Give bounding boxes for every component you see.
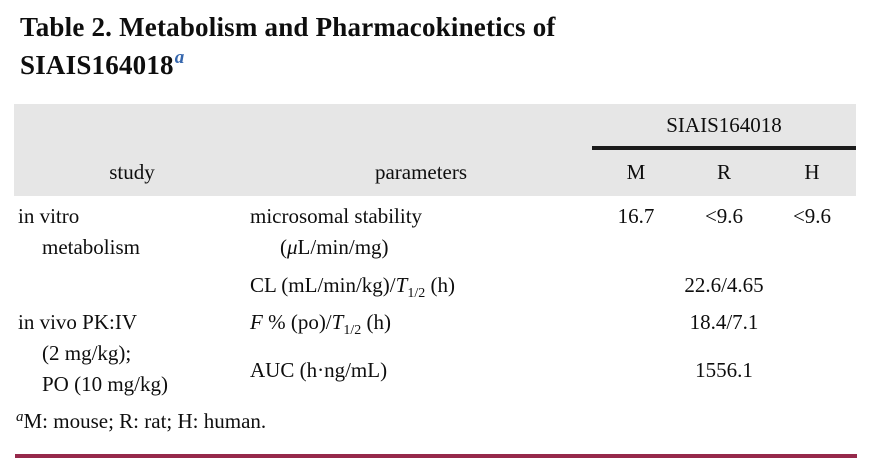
- parameter-cell: F % (po)/T1/2 (h): [250, 307, 592, 355]
- footnote-text: M: mouse; R: rat; H: human.: [23, 409, 267, 433]
- parameter-cell: microsomal stability (μL/min/mg): [250, 201, 592, 263]
- compound-name: SIAIS164018: [20, 50, 174, 80]
- study-text: PO (10 mg/kg): [42, 372, 168, 396]
- study-text: in vivo PK:IV: [18, 310, 138, 334]
- table-body: in vitro metabolism microsomal stability…: [14, 196, 856, 400]
- value-rat: <9.6: [704, 204, 744, 228]
- parameter-text: (h): [361, 310, 391, 334]
- table-row: CL (mL/min/kg)/T1/2 (h) 22.6/4.65: [14, 263, 856, 304]
- column-header-human: H: [804, 160, 820, 184]
- value-human: <9.6: [792, 204, 832, 228]
- parameter-cell: AUC (h·ng/mL): [250, 358, 388, 382]
- pharmacokinetics-table: SIAIS164018 study parameters M R H in vi…: [14, 104, 856, 400]
- column-header-rat: R: [716, 160, 731, 184]
- table-row: in vivo PK:IV (2 mg/kg); PO (10 mg/kg) F…: [14, 304, 856, 400]
- table-row: in vitro metabolism microsomal stability…: [14, 196, 856, 263]
- footnote-superscript: a: [16, 409, 24, 425]
- study-text: (2 mg/kg);: [42, 341, 132, 365]
- value-merged: 18.4/7.1: [689, 310, 759, 334]
- value-merged: 1556.1: [695, 358, 753, 382]
- study-text: metabolism: [42, 235, 140, 259]
- parameter-cell: CL (mL/min/kg)/T1/2 (h): [250, 270, 592, 304]
- study-cell: in vivo PK:IV (2 mg/kg); PO (10 mg/kg): [14, 307, 250, 400]
- value-mouse: 16.7: [617, 204, 655, 228]
- parameter-unit-part: (: [280, 235, 287, 259]
- half-life-subscript: 1/2: [407, 286, 426, 301]
- table-header-labels-row: study parameters M R H: [14, 150, 856, 196]
- column-header-parameters: parameters: [374, 160, 468, 184]
- parameter-text: CL (mL/min/kg)/: [250, 273, 396, 297]
- half-life-symbol: T: [395, 273, 408, 297]
- table-header: SIAIS164018 study parameters M R H: [14, 104, 856, 196]
- value-merged: 22.6/4.65: [684, 273, 764, 297]
- parameter-text: microsomal stability: [250, 204, 423, 228]
- table-title: Table 2. Metabolism and Pharmacokinetics…: [20, 8, 885, 88]
- column-header-study: study: [109, 160, 155, 184]
- title-footnote-superscript: a: [174, 47, 185, 68]
- half-life-subscript: 1/2: [343, 323, 362, 338]
- table-footnote: aM: mouse; R: rat; H: human.: [16, 406, 885, 439]
- half-life-symbol: T: [331, 310, 344, 334]
- parameter-unit: (μL/min/mg): [250, 232, 592, 263]
- mu-symbol: μ: [287, 235, 298, 259]
- table-header-spanner-row: SIAIS164018: [14, 104, 856, 150]
- study-cell: in vitro metabolism: [14, 201, 250, 263]
- parameter-unit-part: L/min/mg): [297, 235, 389, 259]
- bioavailability-symbol: F: [250, 310, 263, 334]
- parameter-text: (h): [425, 273, 455, 297]
- column-group-header-compound: SIAIS164018: [592, 104, 856, 150]
- column-header-mouse: M: [626, 160, 646, 184]
- table-title-line1: Table 2. Metabolism and Pharmacokinetics…: [20, 12, 556, 42]
- parameter-text: % (po)/: [262, 310, 332, 334]
- study-text: in vitro: [18, 204, 80, 228]
- table-title-line2: SIAIS164018a: [20, 46, 885, 88]
- bottom-divider-rule: [15, 454, 857, 458]
